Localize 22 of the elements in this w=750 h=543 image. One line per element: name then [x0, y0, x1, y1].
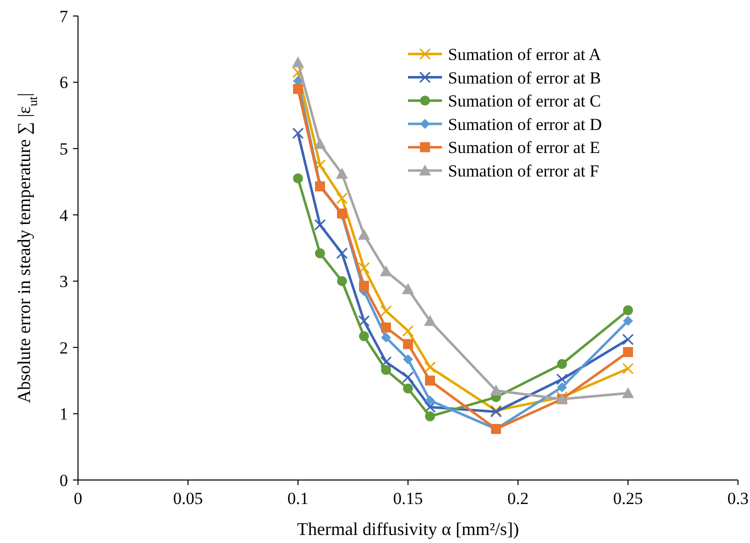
y-tick-label: 3 — [60, 272, 68, 292]
x-axis-title: Thermal diffusivity α [mm²/s]) — [297, 519, 519, 539]
legend-label: Sumation of error at D — [448, 114, 602, 134]
x-tick-label: 0 — [74, 489, 82, 508]
y-tick-label: 2 — [60, 338, 68, 358]
x-tick-label: 0.1 — [287, 489, 309, 508]
y-tick-label: 0 — [60, 470, 68, 490]
x-tick-label: 0.2 — [507, 489, 529, 508]
y-tick-label: 6 — [60, 73, 68, 92]
y-tick-label: 7 — [60, 6, 68, 26]
legend-label: Sumation of error at B — [448, 68, 601, 88]
y-tick-label: 4 — [60, 206, 68, 225]
legend-label: Sumation of error at F — [448, 161, 600, 180]
x-tick-label: 0.3 — [727, 489, 749, 508]
legend-label: Sumation of error at C — [448, 92, 601, 111]
legend-label: Sumation of error at E — [448, 138, 600, 158]
x-tick-label: 0.25 — [613, 489, 643, 508]
y-tick-label: 5 — [60, 140, 68, 159]
legend-label: Sumation of error at A — [448, 44, 602, 64]
y-tick-label: 1 — [60, 404, 68, 424]
x-tick-label: 0.15 — [393, 489, 423, 508]
x-tick-label: 0.05 — [173, 489, 203, 508]
